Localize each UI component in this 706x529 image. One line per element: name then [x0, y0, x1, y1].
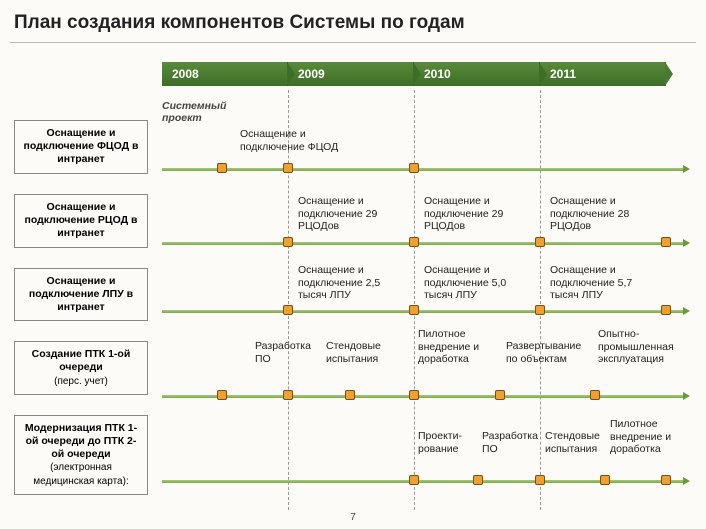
lane-rcod	[162, 242, 686, 245]
sidebar-ptk2: Модернизация ПТК 1-ой очереди до ПТК 2-о…	[14, 415, 148, 495]
node	[661, 305, 671, 315]
task-fcod: Оснащение и подключение ФЦОД	[240, 128, 360, 153]
year-2011: 2011	[540, 62, 666, 86]
task-rcod29b: Оснащение и подключение 29 РЦОДов	[424, 195, 524, 233]
task-pilot: Пилотное внедрение и доработка	[418, 328, 498, 366]
sidebar-ptk1: Создание ПТК 1-ой очереди(перс. учет)	[14, 341, 148, 395]
task-lpu50: Оснащение и подключение 5,0 тысяч ЛПУ	[424, 264, 524, 302]
node	[409, 475, 419, 485]
task-proekt2: Проекти- рование	[418, 430, 473, 455]
node	[409, 305, 419, 315]
task-razrab: Разработка ПО	[255, 340, 320, 365]
node	[217, 390, 227, 400]
node	[661, 237, 671, 247]
node	[535, 305, 545, 315]
sidebar-fcod: Оснащение и подключение ФЦОД в интранет	[14, 120, 148, 174]
node	[345, 390, 355, 400]
sidebar-rcod: Оснащение и подключение РЦОД в интранет	[14, 194, 148, 248]
node	[409, 237, 419, 247]
lane-lpu	[162, 310, 686, 313]
year-2010: 2010	[414, 62, 540, 86]
lane-fcod	[162, 168, 686, 171]
node	[535, 475, 545, 485]
system-project-label: Системный проект	[162, 100, 222, 124]
node	[409, 163, 419, 173]
task-lpu25: Оснащение и подключение 2,5 тысяч ЛПУ	[298, 264, 398, 302]
node	[535, 237, 545, 247]
task-pilot2: Пилотное внедрение и доработка	[610, 418, 690, 456]
node	[600, 475, 610, 485]
task-stend2: Стендовые испытания	[545, 430, 605, 455]
sidebar: Оснащение и подключение ФЦОД в интранет …	[14, 120, 148, 495]
task-rcod29a: Оснащение и подключение 29 РЦОДов	[298, 195, 398, 233]
vline-2010	[414, 90, 415, 510]
task-razvert: Развертывание по объектам	[506, 340, 591, 365]
task-opyt: Опытно-промышленная эксплуатация	[598, 328, 693, 366]
title-divider	[10, 42, 696, 43]
node	[409, 390, 419, 400]
task-razrab2: Разработка ПО	[482, 430, 542, 455]
node	[473, 475, 483, 485]
node	[283, 305, 293, 315]
task-stend: Стендовые испытания	[326, 340, 396, 365]
node	[283, 163, 293, 173]
node	[283, 237, 293, 247]
sidebar-lpu: Оснащение и подключение ЛПУ в интранет	[14, 268, 148, 322]
timeline-years: 2008 2009 2010 2011	[162, 62, 666, 86]
task-lpu57: Оснащение и подключение 5,7 тысяч ЛПУ	[550, 264, 650, 302]
year-2008: 2008	[162, 62, 288, 86]
task-rcod28: Оснащение и подключение 28 РЦОДов	[550, 195, 650, 233]
year-2009: 2009	[288, 62, 414, 86]
node	[217, 163, 227, 173]
node	[661, 475, 671, 485]
page-number: 7	[350, 512, 356, 523]
node	[283, 390, 293, 400]
node	[590, 390, 600, 400]
lane-ptk1	[162, 395, 686, 398]
node	[495, 390, 505, 400]
page-title: План создания компонентов Системы по год…	[0, 0, 706, 42]
